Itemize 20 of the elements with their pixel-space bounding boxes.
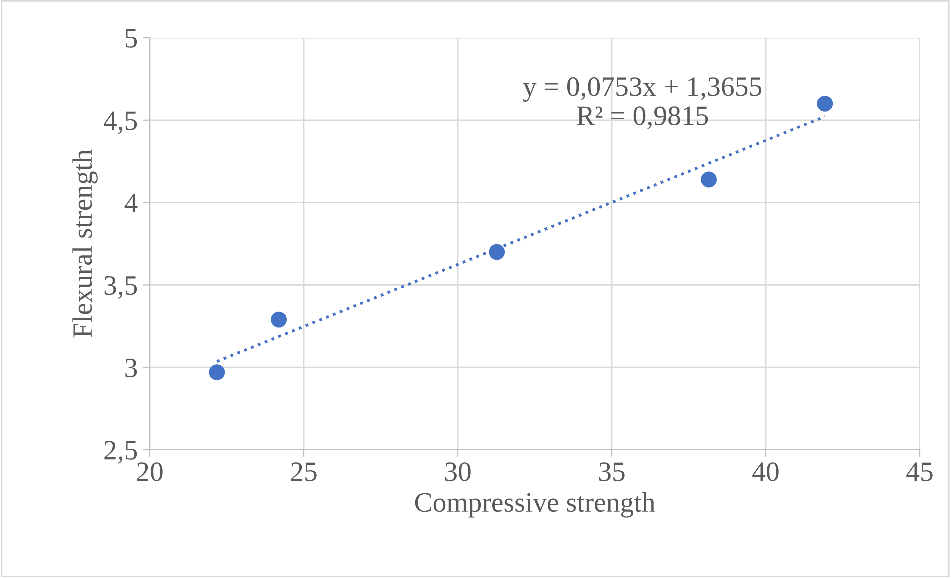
y-tick-label: 2,5 <box>104 441 138 464</box>
x-tick-label: 20 <box>137 462 163 482</box>
x-tick-label: 45 <box>906 462 933 482</box>
x-tick-label: 30 <box>445 462 471 482</box>
y-tick-label: 4,5 <box>104 112 138 134</box>
x-tick-label: 40 <box>752 462 779 482</box>
annotation: y = 0,0753x + 1,3655 R² = 0,9815 <box>523 78 762 130</box>
y-tick-label: 4 <box>124 194 138 212</box>
x-tick-label: 35 <box>599 462 625 482</box>
y-tick-label: 3,5 <box>104 276 138 300</box>
y-tick-label: 5 <box>126 29 138 48</box>
point <box>209 364 226 381</box>
x-axis-title: Compressive strength <box>415 492 656 518</box>
y-tick-label: 3 <box>126 358 138 378</box>
x-tick-label: 25 <box>291 462 317 482</box>
point <box>817 96 834 112</box>
point <box>489 244 506 260</box>
point <box>701 172 717 188</box>
point <box>271 312 288 328</box>
y-axis-title: Flexural strength <box>72 150 98 338</box>
